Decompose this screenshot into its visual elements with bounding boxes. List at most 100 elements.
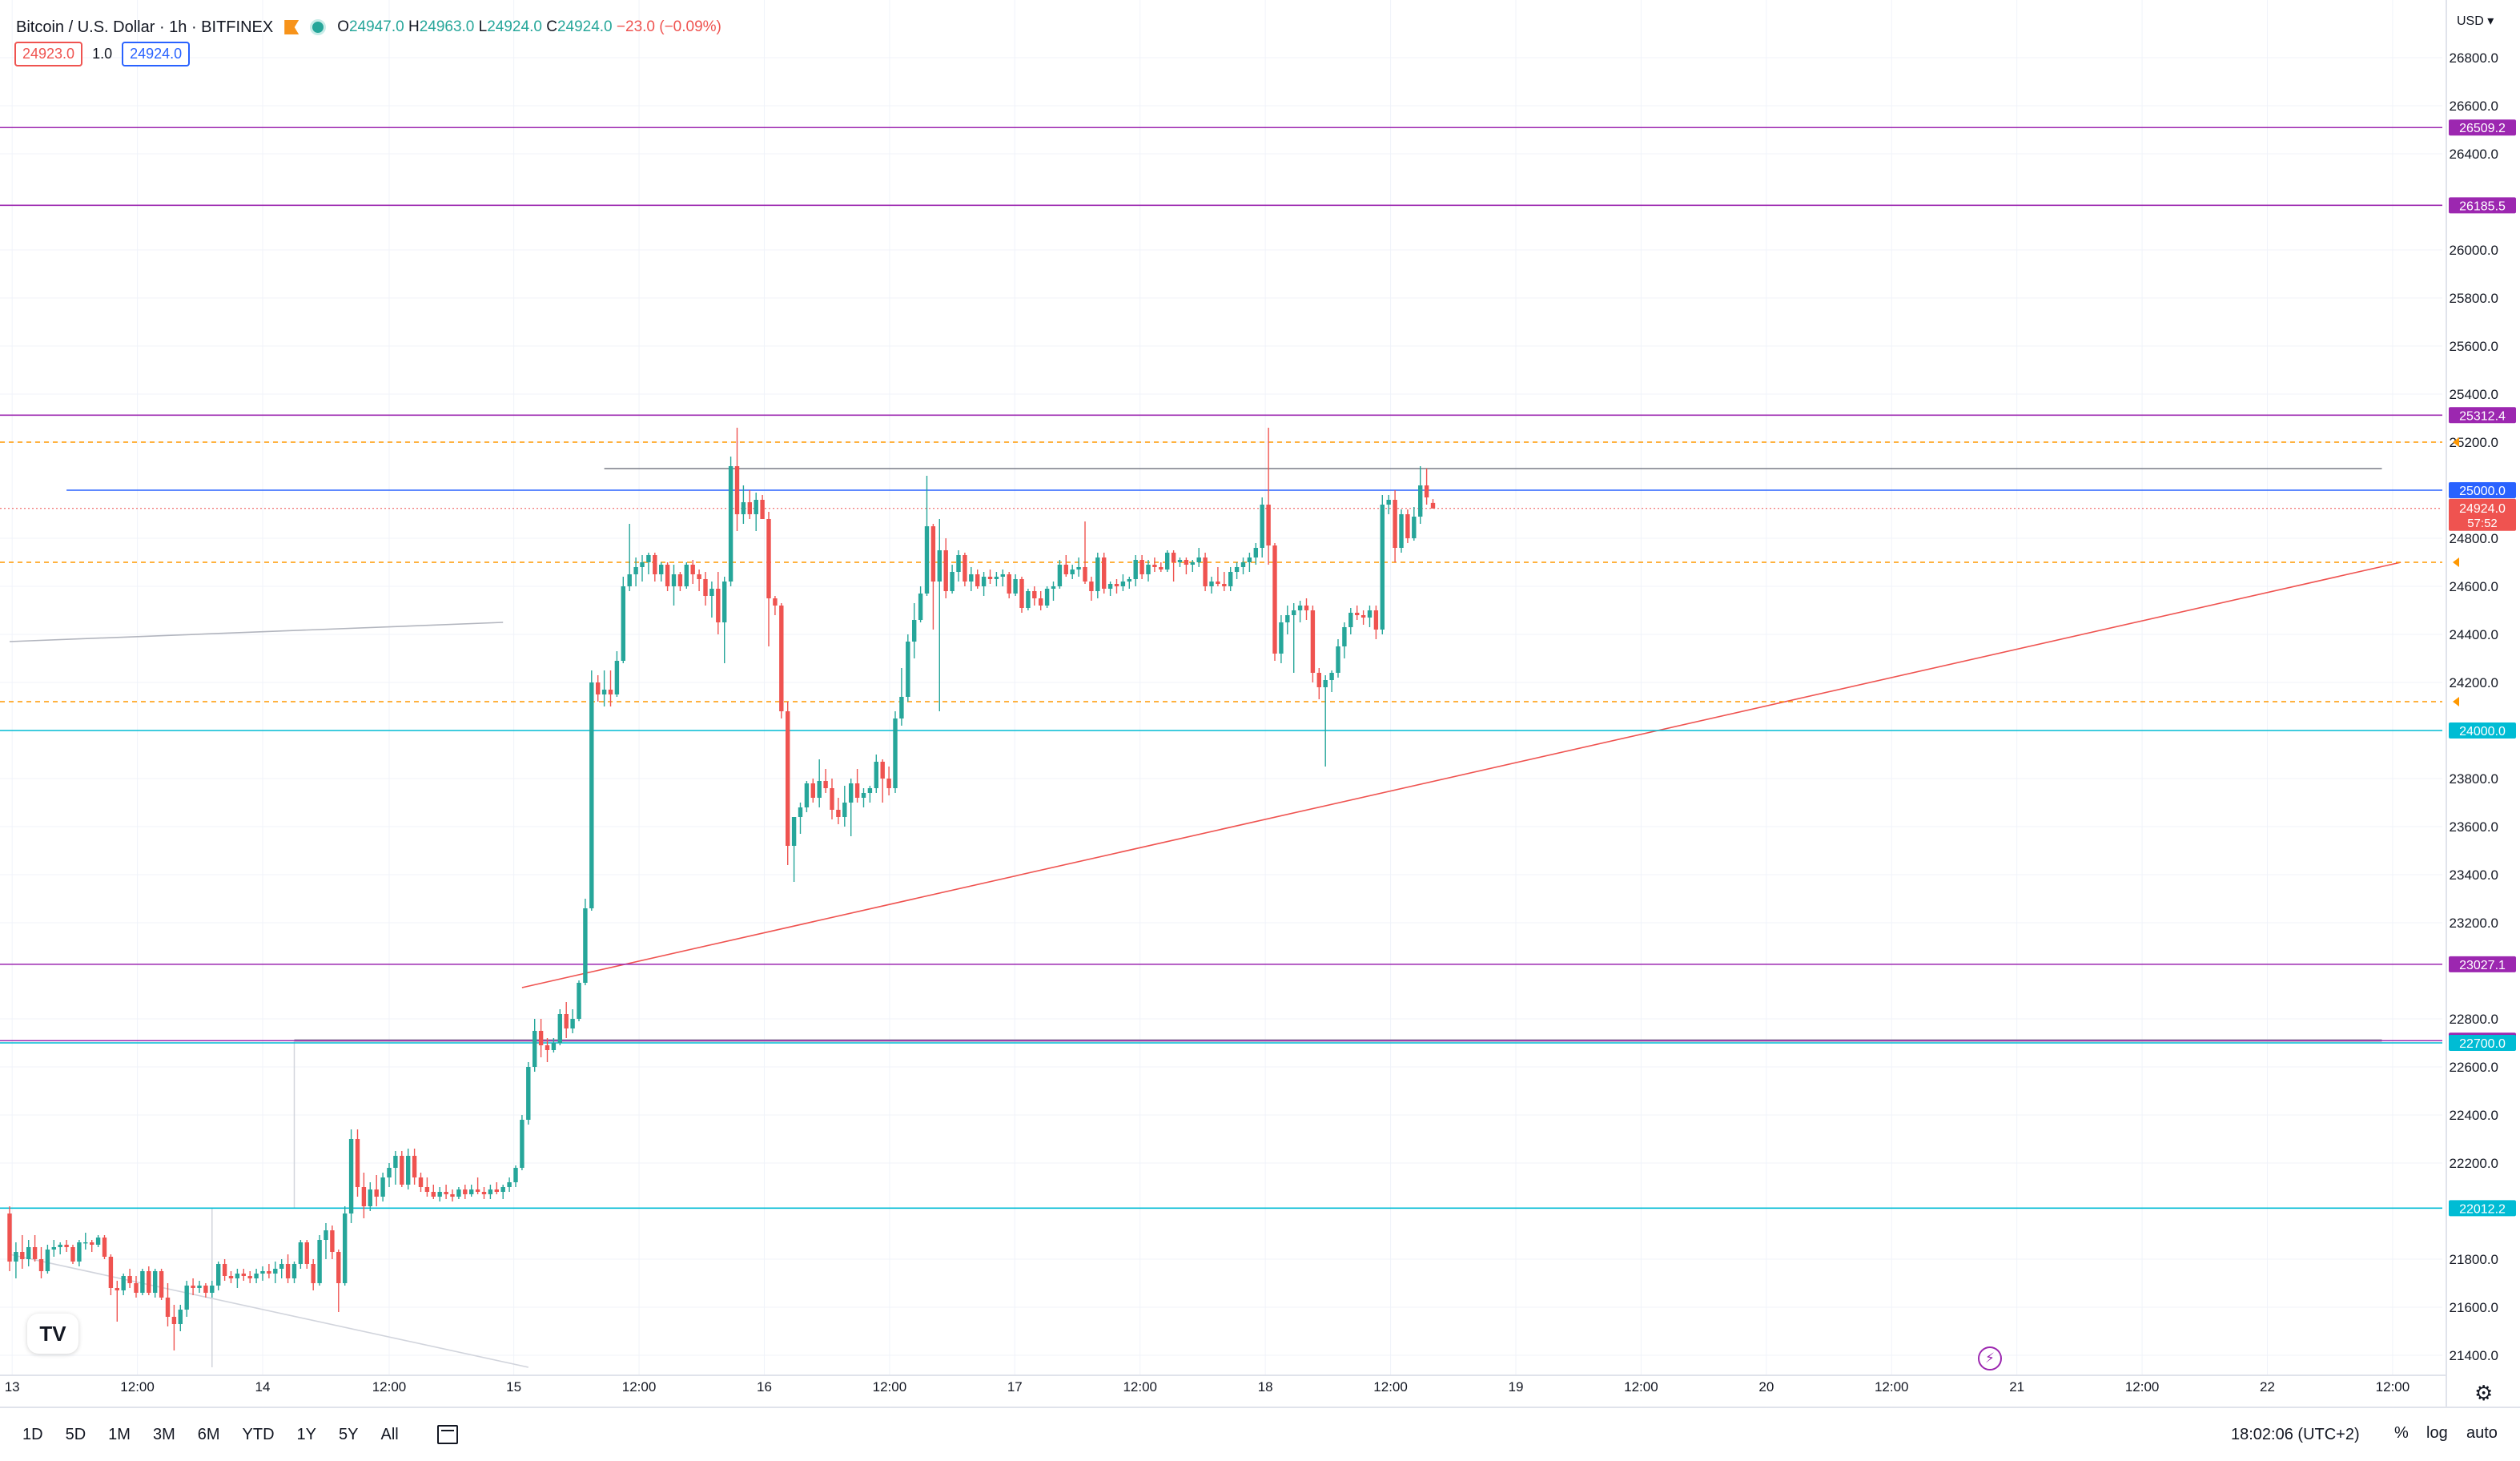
flag-icon[interactable] <box>284 20 299 34</box>
range-1y[interactable]: 1Y <box>296 1425 317 1443</box>
settings-gear-icon[interactable]: ⚙ <box>2474 1381 2494 1405</box>
candle-body <box>1165 553 1170 570</box>
time-tick-label: 17 <box>1007 1379 1023 1395</box>
candle-body <box>1120 582 1126 586</box>
level-price-label-bg <box>2449 407 2516 424</box>
time-tick-label: 12:00 <box>120 1379 155 1395</box>
range-5y[interactable]: 5Y <box>339 1425 359 1443</box>
range-1d[interactable]: 1D <box>22 1425 43 1443</box>
candle-body <box>653 555 657 574</box>
candle-body <box>874 762 878 788</box>
range-3m[interactable]: 3M <box>152 1425 175 1443</box>
candle-body <box>1336 646 1340 673</box>
time-tick-label: 12:00 <box>1123 1379 1157 1395</box>
candle-body <box>1063 565 1068 574</box>
candle-body <box>1019 579 1024 608</box>
candle-body <box>1196 557 1201 562</box>
trend-line <box>9 1254 529 1368</box>
lightning-icon[interactable]: ⚡ <box>1978 1346 2002 1370</box>
level-price-label: 24000.0 <box>2459 725 2506 739</box>
price-tick-label: 24800.0 <box>2450 531 2498 546</box>
time-tick-label: 12:00 <box>873 1379 907 1395</box>
candle-body <box>273 1269 278 1274</box>
price-tick-label: 22600.0 <box>2450 1060 2498 1075</box>
candle-body <box>1190 562 1195 565</box>
price-tick-label: 21800.0 <box>2450 1252 2498 1267</box>
percent-toggle[interactable]: % <box>2394 1424 2409 1442</box>
candle-body <box>817 781 822 798</box>
candle-body <box>533 1031 537 1067</box>
price-tick-label: 22400.0 <box>2450 1108 2498 1123</box>
candle-body <box>279 1264 284 1269</box>
candle-body <box>58 1245 62 1247</box>
candle-body <box>1260 505 1264 548</box>
price-tick-label: 24200.0 <box>2450 675 2498 690</box>
candle-body <box>1107 584 1113 589</box>
candle-body <box>918 594 923 620</box>
bar-countdown-label: 57:52 <box>2467 517 2498 530</box>
candle-body <box>804 783 810 807</box>
candle-body <box>621 586 625 661</box>
bottom-toolbar: 1D 5D 1M 3M 6M YTD 1Y 5Y All 18:02:06 (U… <box>0 1407 2520 1461</box>
candle-body <box>697 574 701 579</box>
candle-body <box>247 1276 252 1278</box>
candle-body <box>786 711 790 846</box>
calendar-icon[interactable] <box>436 1425 458 1444</box>
price-tick-label: 25600.0 <box>2450 339 2498 354</box>
candle-body <box>1007 574 1011 594</box>
candle-body <box>412 1156 417 1177</box>
time-axis: 13 12:00 14 12:00 15 12:00 16 12:00 17 12:00 18 12:… <box>0 1374 2446 1395</box>
candle-body <box>431 1192 436 1197</box>
candle-body <box>906 642 910 697</box>
candle-body <box>178 1310 183 1324</box>
candle-body <box>994 577 999 579</box>
candle-body <box>500 1187 505 1192</box>
time-tick-label: 16 <box>757 1379 772 1395</box>
range-all[interactable]: All <box>380 1425 399 1443</box>
range-5d[interactable]: 5D <box>65 1425 86 1443</box>
time-tick-label: 12:00 <box>1875 1379 1909 1395</box>
candle-body <box>171 1317 177 1324</box>
candle-body <box>1297 606 1303 610</box>
symbol-title[interactable]: Bitcoin / U.S. Dollar · 1h · BITFINEX <box>16 18 274 36</box>
level-price-label: 22700.0 <box>2459 1037 2506 1051</box>
range-1m[interactable]: 1M <box>108 1425 131 1443</box>
candle-body <box>596 682 601 694</box>
range-6m[interactable]: 6M <box>197 1425 220 1443</box>
level-price-label-bg <box>2449 197 2516 214</box>
candle-body <box>14 1252 18 1262</box>
sell-button[interactable]: 24923.0 <box>14 42 83 66</box>
candle-body <box>1152 565 1157 567</box>
buy-button[interactable]: 24924.0 <box>122 42 191 66</box>
candle-body <box>77 1242 82 1262</box>
currency-selector[interactable]: USD ▾ <box>2457 14 2494 28</box>
level-price-label: 25312.4 <box>2459 409 2506 423</box>
candle-body <box>924 526 930 594</box>
candle-body <box>1304 606 1309 610</box>
log-toggle[interactable]: log <box>2426 1424 2448 1442</box>
candle-body <box>538 1031 544 1045</box>
candle-body <box>577 983 581 1019</box>
tradingview-logo[interactable]: TV <box>27 1314 78 1354</box>
candle-body <box>1026 591 1031 608</box>
candle-body <box>1412 517 1417 538</box>
price-tick-label: 26400.0 <box>2450 147 2498 162</box>
candle-body <box>210 1286 215 1293</box>
candle-body <box>147 1271 151 1293</box>
time-tick-label: 12:00 <box>1624 1379 1658 1395</box>
candle-body <box>659 565 664 574</box>
candle-body <box>254 1274 259 1278</box>
candle-body <box>1051 586 1056 589</box>
candle-body <box>121 1276 126 1290</box>
candle-body <box>134 1283 139 1293</box>
candle-body <box>1089 582 1094 591</box>
range-ytd[interactable]: YTD <box>242 1425 275 1443</box>
candle-body <box>127 1276 132 1283</box>
horizontal-levels <box>0 127 2442 1368</box>
clock-readout[interactable]: 18:02:06 (UTC+2) <box>2231 1426 2360 1443</box>
candle-body <box>893 718 898 788</box>
candle-body <box>513 1168 518 1182</box>
auto-toggle[interactable]: auto <box>2466 1424 2498 1442</box>
level-price-label-bg <box>2449 722 2516 739</box>
